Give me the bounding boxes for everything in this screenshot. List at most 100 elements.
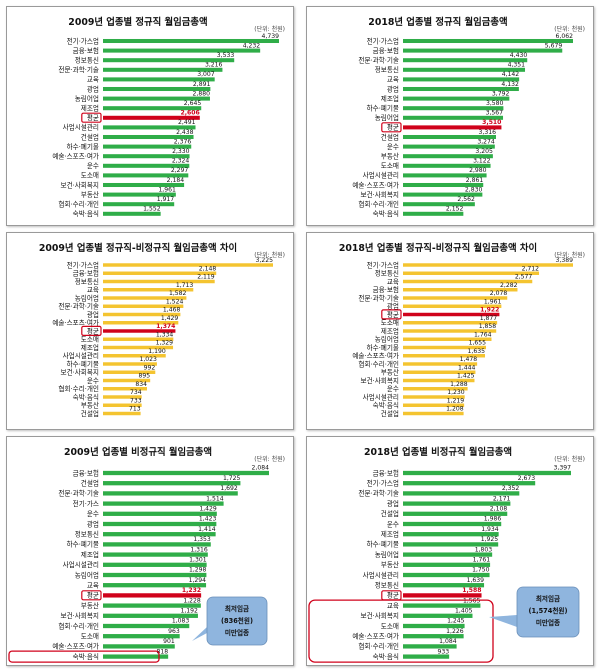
panel-2018-gap: 2018년 업종별 정규직-비정규직 월임금총액 차이 (단위: 천원) 전기·가스… <box>306 232 594 430</box>
bar-average <box>103 593 202 598</box>
callout-text: 최저임금 <box>225 604 249 613</box>
bar <box>103 211 161 216</box>
value-label: 1,552 <box>143 206 161 213</box>
bar <box>103 125 196 130</box>
category-label: 제조업 <box>381 327 399 335</box>
category-label: 광업 <box>387 85 399 93</box>
category-label: 농림어업 <box>75 570 99 579</box>
bar-average <box>403 125 502 130</box>
category-label: 사업시설관리 <box>363 171 399 180</box>
value-label: 2,297 <box>171 167 189 174</box>
value-label: 1,961 <box>484 298 502 305</box>
value-label: 1,023 <box>139 356 157 363</box>
chart-2009-regular: 2009년 업종별 정규직 월임금총액 (단위: 천원) 전기·가스업 4,739 금융… <box>52 16 285 218</box>
bar <box>403 395 465 399</box>
category-label: 금융·보험 <box>73 469 99 477</box>
chart-unit: (단위: 천원) <box>554 25 585 33</box>
bar <box>103 378 151 383</box>
bar <box>103 542 211 547</box>
value-label: 3,122 <box>473 158 491 165</box>
value-label: 1,219 <box>447 397 465 404</box>
bar <box>403 623 465 629</box>
bar <box>403 542 499 547</box>
bar <box>403 354 486 358</box>
average-label-box <box>81 325 102 337</box>
bar <box>403 337 492 341</box>
category-label: 정보통신 <box>75 277 99 286</box>
bar <box>403 562 491 567</box>
bar-average <box>103 329 176 333</box>
chart-title: 2009년 업종별 정규직-비정규직 월임금총액 차이 <box>39 242 237 254</box>
category-label: 협회·수리·개인 <box>358 200 399 209</box>
value-label: 2,152 <box>446 206 464 213</box>
value-label: 1,925 <box>481 536 499 543</box>
bar <box>103 562 207 567</box>
value-label: 1,750 <box>472 567 490 574</box>
bar <box>103 387 147 391</box>
bar <box>103 532 216 537</box>
value-label: 1,514 <box>206 495 224 502</box>
bar <box>103 154 190 159</box>
chart-2018-gap: 2018년 업종별 정규직-비정규직 월임금총액 차이 (단위: 천원) 전기·가스… <box>339 242 585 418</box>
category-label: 금융·보험 <box>373 47 399 55</box>
panel-2009-regular: 2009년 업종별 정규직 월임금총액 (단위: 천원) 전기·가스업 4,739 금융… <box>6 6 294 226</box>
value-label: 1,478 <box>460 356 478 363</box>
value-label: 2,282 <box>500 282 518 289</box>
category-label: 보건·사회복지 <box>361 376 400 385</box>
bar <box>403 403 465 407</box>
value-label: 3,205 <box>475 148 493 155</box>
category-label: 예술·스포츠·여가 <box>52 152 99 161</box>
category-label: 평균 <box>87 113 99 122</box>
category-label: 숙박·음식 <box>373 209 399 218</box>
bar <box>403 321 498 325</box>
category-label: 보건·사회복지 <box>361 190 400 199</box>
bar <box>103 263 273 267</box>
value-label: 734 <box>130 389 142 396</box>
bar <box>403 378 475 383</box>
value-label: 1,429 <box>161 315 179 322</box>
bar <box>403 613 473 618</box>
value-label: 4,351 <box>508 62 526 69</box>
value-label: 733 <box>130 397 142 404</box>
category-label: 교육 <box>387 602 399 610</box>
bar <box>403 173 487 178</box>
value-label: 3,316 <box>479 129 497 136</box>
bar <box>103 411 141 416</box>
min-wage-callout: 최저임금 (836천원) 미만업종 <box>192 596 268 646</box>
bar <box>403 304 502 308</box>
value-label: 1,226 <box>446 628 464 635</box>
category-label: 운수 <box>387 143 399 151</box>
chart-unit: (단위: 천원) <box>254 455 285 463</box>
callout-text: 최저임금 <box>536 594 560 603</box>
value-label: 2,491 <box>178 119 196 126</box>
value-label: 1,294 <box>189 577 207 584</box>
bar <box>103 312 181 317</box>
value-label: 3,510 <box>482 119 501 126</box>
category-label: 전기·가스업 <box>67 36 99 45</box>
category-label: 협회·수리·개인 <box>58 200 99 209</box>
value-label: 1,655 <box>469 340 487 347</box>
bar <box>103 134 194 140</box>
bar <box>403 345 487 350</box>
category-label: 도소매 <box>81 336 99 344</box>
value-label: 1,588 <box>462 587 481 594</box>
value-label: 1,713 <box>176 282 194 289</box>
bar <box>403 470 571 476</box>
category-label: 부동산 <box>81 401 99 410</box>
category-label: 금융·보험 <box>373 286 399 294</box>
bar <box>103 603 201 608</box>
bar <box>403 192 483 197</box>
value-label: 2,645 <box>184 100 202 107</box>
bar <box>103 296 187 300</box>
value-label: 3,533 <box>217 52 235 59</box>
bar <box>103 481 241 486</box>
category-label: 광업 <box>387 500 399 508</box>
chart-title: 2009년 업종별 정규직 월임금총액 <box>68 16 207 28</box>
category-label: 보건·사회복지 <box>361 611 400 620</box>
category-label: 정보통신 <box>375 65 399 74</box>
category-label: 보건·사회복지 <box>61 368 100 377</box>
value-label: 1,423 <box>199 516 217 523</box>
bar <box>403 58 528 63</box>
value-label: 2,438 <box>176 129 194 136</box>
bar <box>403 552 493 557</box>
